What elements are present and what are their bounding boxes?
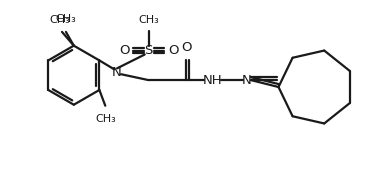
Text: NH: NH	[203, 74, 222, 87]
Text: CH₃: CH₃	[49, 15, 70, 25]
Text: CH₃: CH₃	[95, 114, 116, 124]
Text: CH₃: CH₃	[138, 15, 159, 25]
Text: N: N	[112, 66, 122, 79]
Text: O: O	[182, 41, 192, 54]
Text: O: O	[168, 44, 179, 57]
Text: S: S	[144, 44, 153, 57]
Text: O: O	[119, 44, 129, 57]
Text: N: N	[242, 74, 252, 87]
Text: CH₃: CH₃	[55, 14, 76, 24]
